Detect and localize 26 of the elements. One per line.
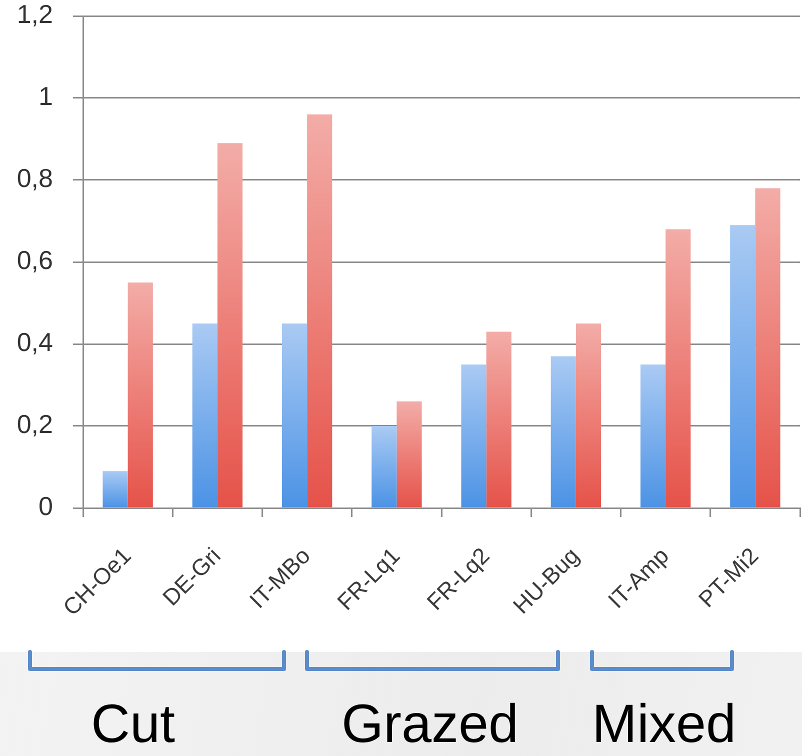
bar <box>282 324 308 508</box>
bar <box>755 188 780 508</box>
bar <box>640 364 666 508</box>
bar <box>372 426 397 508</box>
y-tick-label: 0 <box>38 491 53 522</box>
text: Mixed <box>592 694 736 754</box>
bar <box>102 471 128 508</box>
bar <box>461 364 486 508</box>
y-tick-label: 0,6 <box>16 245 53 276</box>
y-tick-label: 0,4 <box>16 327 53 358</box>
bar <box>128 282 153 508</box>
bar <box>396 401 422 508</box>
bar <box>307 114 332 508</box>
y-tick-label: 0,2 <box>16 409 53 440</box>
bar <box>486 332 512 508</box>
bar <box>192 324 218 508</box>
text: Cut <box>90 694 176 754</box>
y-tick-label: 1,2 <box>16 0 53 30</box>
bar <box>730 225 756 508</box>
y-tick-label: 0,8 <box>16 163 53 194</box>
y-tick-label: 1 <box>38 81 53 112</box>
bar <box>666 229 691 508</box>
bar <box>550 356 576 508</box>
text: Grazed <box>340 694 520 754</box>
bar <box>217 143 243 508</box>
bar <box>576 324 602 508</box>
